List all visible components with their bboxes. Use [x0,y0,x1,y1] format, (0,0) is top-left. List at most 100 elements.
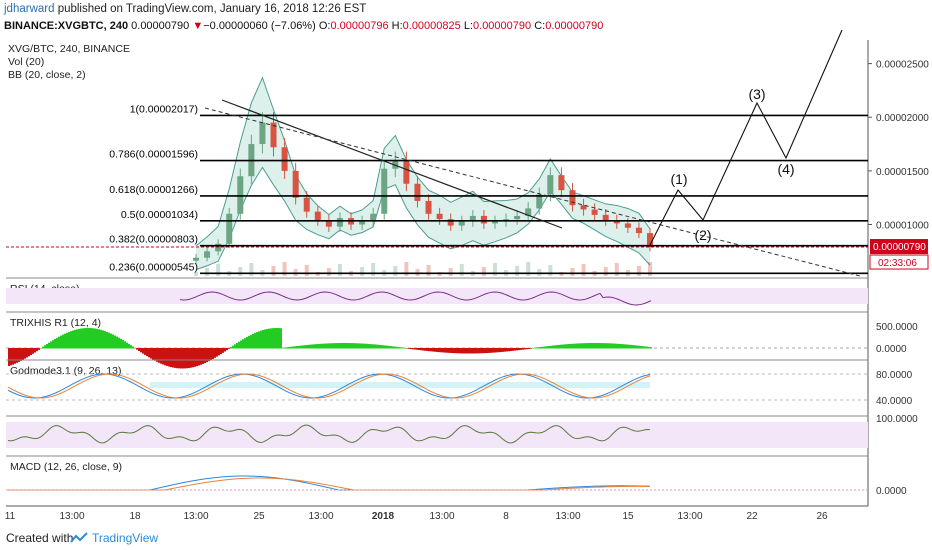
candle-body [314,211,321,221]
trix-histogram-bar [208,348,210,362]
trix-histogram-bar [380,345,382,349]
trix-histogram-bar [310,344,312,349]
trix-histogram-bar [624,344,626,349]
volume-bar [360,267,365,276]
trix-histogram-bar [398,347,400,349]
trix-histogram-bar [482,348,484,354]
symbol-label: BINANCE:XVGBTC, 240 [4,20,129,32]
trix-histogram-bar [204,348,206,364]
trix-histogram-bar [178,348,180,369]
trix-histogram-bar [210,348,212,361]
price-tick-label: 0.00001500 [876,167,929,178]
trix-histogram-bar [162,348,164,365]
trix-histogram-bar [122,340,124,349]
volume-bar [326,268,331,276]
trix-histogram-bar [236,343,238,349]
trix-histogram-bar [154,348,156,361]
trix-histogram-bar [356,343,358,349]
godmode-band [150,382,650,388]
trix-histogram-bar [448,348,450,353]
trix-histogram-bar [232,345,234,349]
trix-histogram-bar [88,328,90,349]
trix-histogram-bar [590,343,592,349]
trix-histogram-bar [478,348,480,354]
volume-bar [570,268,575,276]
candle-body [359,221,366,225]
trix-histogram-bar [440,348,442,353]
last-price: 0.00000790 [131,20,190,32]
trix-histogram-bar [124,341,126,349]
author-link[interactable]: jdharward [4,3,55,15]
candle-body [447,219,454,226]
trix-histogram-bar [248,335,250,349]
trix-histogram-bar [344,343,346,349]
volume-bar [337,264,342,276]
trix-histogram-bar [250,334,252,349]
trix-histogram-bar [592,343,594,349]
trix-histogram-bar [494,348,496,353]
trix-histogram-bar [368,343,370,349]
time-axis-label: 13:00 [555,511,580,522]
trix-histogram-bar [644,346,646,349]
trix-histogram-bar [304,345,306,349]
trix-histogram-bar [584,343,586,349]
trix-histogram-bar [374,344,376,349]
wave-label: (1) [670,171,687,187]
trix-histogram-bar [56,337,58,349]
trix-histogram-bar [94,328,96,349]
trix-histogram-bar [586,343,588,349]
time-axis-label: 13:00 [59,511,84,522]
trix-histogram-bar [564,344,566,349]
trix-histogram-bar [362,343,364,349]
trix-histogram-bar [558,344,560,349]
trix-histogram-bar [282,347,284,349]
trix-histogram-bar [454,348,456,354]
trix-histogram-bar [78,328,80,349]
trix-histogram-bar [554,345,556,349]
tradingview-logo[interactable]: TradingView [70,531,158,545]
trix-histogram-bar [636,345,638,349]
candle-body [403,160,410,184]
trix-histogram-bar [264,329,266,349]
volume-bar [614,263,619,276]
trix-histogram-bar [100,329,102,349]
candle-body [259,122,266,145]
time-axis-label: 15 [622,511,634,522]
candle-body [392,160,399,169]
trix-histogram-bar [502,348,504,352]
candle-body [370,213,377,222]
trix-histogram-bar [262,330,264,349]
trix-histogram-bar [472,348,474,354]
volume-bar [459,264,464,276]
candle-body [414,183,421,201]
rsi-line [179,291,652,306]
low-value: 0.00000790 [473,20,532,32]
trix-histogram-bar [140,348,142,353]
trix-histogram-bar [28,348,30,357]
trix-histogram-bar [170,348,172,368]
trix-histogram-bar [298,345,300,349]
trix-histogram-bar [366,343,368,349]
candle-body [237,176,244,214]
trix-histogram-bar [506,348,508,352]
trix-histogram-bar [108,332,110,349]
trix-histogram-bar [200,348,202,365]
volume-bar [526,262,531,276]
trix-histogram-bar [34,348,36,353]
price-chart[interactable]: 0.00002500 0.00002000 0.00001500 0.00001000… [0,0,932,526]
trix-histogram-bar [280,328,282,349]
candle-body [514,215,521,220]
trix-histogram-bar [306,344,308,349]
trix-histogram-bar [256,332,258,349]
trix-histogram-bar [548,345,550,349]
price-tick-label: 0.00002500 [876,60,929,71]
time-axis-label: 13:00 [429,511,454,522]
wave-label: (2) [694,227,711,243]
trix-histogram-bar [46,344,48,349]
candle-body [458,221,465,226]
trix-histogram-bar [314,344,316,349]
trix-histogram-bar [470,348,472,354]
trix-histogram-bar [110,333,112,349]
trix-histogram-bar [134,347,136,349]
trix-histogram-bar [216,348,218,357]
